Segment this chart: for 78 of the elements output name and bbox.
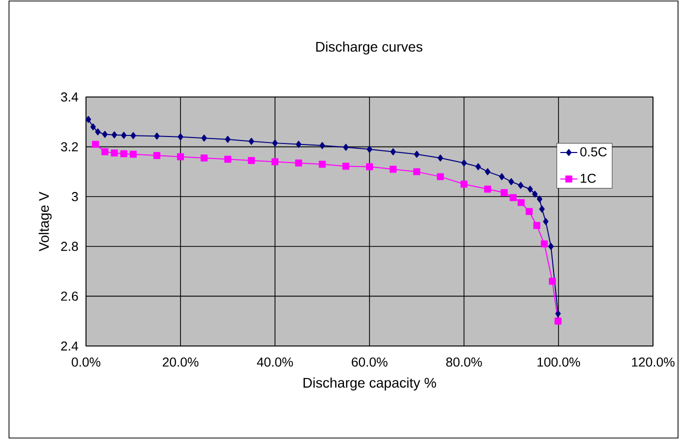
point	[390, 166, 397, 173]
point	[95, 128, 101, 136]
point	[499, 173, 505, 180]
y-axis-title: Voltage V	[38, 192, 52, 252]
point	[110, 150, 118, 157]
point	[414, 150, 420, 158]
point	[536, 196, 542, 203]
point	[177, 153, 184, 160]
point	[532, 190, 538, 198]
point	[508, 178, 514, 186]
point	[527, 186, 533, 193]
point	[112, 131, 118, 138]
point	[102, 130, 108, 138]
point	[248, 138, 254, 145]
point	[86, 116, 92, 123]
point	[366, 163, 373, 170]
point	[153, 152, 160, 160]
point	[225, 136, 230, 143]
point	[475, 163, 481, 170]
point	[461, 159, 467, 166]
x-tick-label: 60.0%	[352, 357, 388, 367]
point	[248, 157, 255, 164]
point	[121, 132, 127, 139]
point	[318, 160, 326, 168]
y-tick-label: 2.8	[61, 242, 78, 251]
point	[500, 189, 508, 196]
point	[543, 218, 548, 225]
point	[90, 123, 96, 130]
point	[436, 173, 444, 180]
point	[295, 159, 302, 166]
point	[484, 168, 490, 176]
point	[272, 158, 278, 166]
x-tick-label: 0.0%	[72, 357, 100, 367]
y-tick-label: 3.2	[60, 142, 78, 152]
point	[296, 140, 302, 148]
point	[526, 208, 533, 216]
point	[343, 144, 349, 151]
point	[390, 148, 396, 156]
legend-label: 1C	[580, 174, 596, 183]
y-tick-label: 2.6	[61, 292, 78, 301]
x-tick-label: 120.0%	[632, 357, 675, 367]
point	[272, 140, 278, 147]
point	[484, 186, 492, 193]
point	[130, 150, 137, 158]
x-tick-label: 100.0%	[538, 357, 580, 367]
point	[92, 140, 99, 148]
point	[554, 318, 562, 325]
point	[518, 199, 525, 206]
x-tick-label: 20.0%	[162, 357, 198, 367]
point	[101, 148, 108, 156]
chart-title: Discharge curves	[316, 41, 422, 54]
point	[533, 222, 540, 229]
point	[539, 206, 545, 213]
point	[438, 154, 444, 162]
point	[320, 142, 325, 150]
point	[120, 150, 128, 158]
x-tick-label: 80.0%	[446, 357, 482, 367]
point	[548, 278, 556, 285]
point	[540, 240, 548, 248]
point	[130, 132, 136, 140]
y-tick-label: 3.4	[60, 92, 78, 102]
point	[178, 133, 184, 140]
point	[342, 162, 350, 170]
point	[413, 168, 420, 176]
point	[555, 310, 561, 318]
point	[518, 182, 524, 189]
point	[460, 180, 468, 188]
point	[366, 146, 372, 153]
x-axis-title: Discharge capacity %	[304, 377, 436, 390]
legend-label: 0.5C	[580, 147, 607, 156]
point	[200, 154, 208, 162]
point	[154, 132, 160, 140]
x-tick-label: 40.0%	[256, 357, 293, 367]
point	[201, 134, 207, 142]
point	[548, 242, 554, 250]
y-tick-label: 2.4	[61, 341, 78, 351]
y-tick-label: 3	[72, 192, 78, 202]
point	[510, 194, 517, 202]
